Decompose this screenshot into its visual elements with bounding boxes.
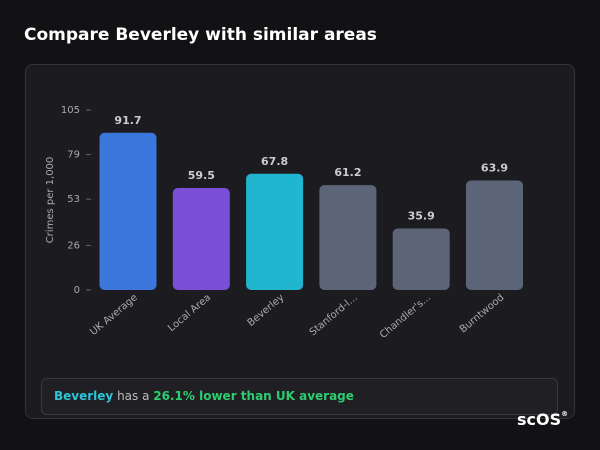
y-tick-label: 26 xyxy=(67,240,80,251)
page-title: Compare Beverley with similar areas xyxy=(24,25,377,45)
logo: scOS® xyxy=(517,410,568,429)
x-tick-label: Beverley xyxy=(246,292,287,329)
y-tick-label: 0 xyxy=(74,285,80,296)
y-tick-label: 53 xyxy=(67,194,80,205)
y-axis-label: Crimes per 1,000 xyxy=(45,157,56,244)
bar xyxy=(172,188,230,290)
summary-area: Beverley xyxy=(54,389,114,403)
value-label: 35.9 xyxy=(408,209,435,222)
value-label: 91.7 xyxy=(114,114,141,127)
bar xyxy=(319,185,377,290)
value-label: 59.5 xyxy=(188,169,215,182)
bar xyxy=(466,180,523,290)
summary: Beverley has a 26.1% lower than UK avera… xyxy=(41,378,558,415)
x-tick-label: Local Area xyxy=(166,292,213,334)
bar xyxy=(99,132,157,290)
value-label: 63.9 xyxy=(481,161,508,174)
value-label: 61.2 xyxy=(334,166,361,179)
x-tick-label: Stanford-l... xyxy=(308,292,360,338)
y-tick-label: 105 xyxy=(61,105,80,116)
bar xyxy=(246,173,304,290)
x-tick-label: Chandler's... xyxy=(378,292,433,341)
x-tick-label: Burntwood xyxy=(458,292,507,335)
summary-text: has a xyxy=(117,389,150,403)
logo-text: scOS xyxy=(517,410,562,429)
value-label: 67.8 xyxy=(261,155,288,168)
bar xyxy=(392,228,450,290)
summary-highlight: 26.1% lower than UK average xyxy=(153,389,354,403)
logo-mark: ® xyxy=(561,410,569,418)
x-tick-label: UK Average xyxy=(88,292,140,338)
y-tick-label: 79 xyxy=(67,150,80,161)
